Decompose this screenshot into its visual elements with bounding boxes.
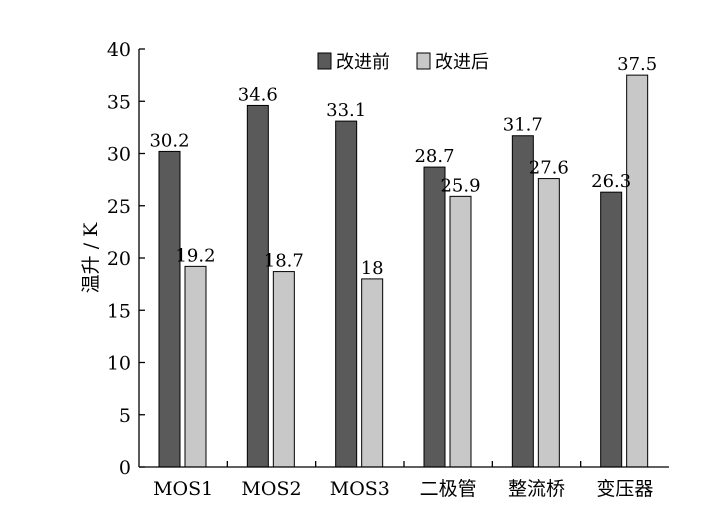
- bar-after-5: [626, 74, 649, 468]
- y-tick-label-0: 0: [119, 457, 131, 479]
- data-label-after-2: 18: [361, 258, 384, 279]
- bar-before-0: [158, 150, 181, 468]
- y-tick-label-1: 5: [119, 405, 131, 427]
- legend-swatch-before: [317, 52, 332, 70]
- bar-before-4: [511, 135, 534, 468]
- x-tick-label-1: MOS2: [241, 478, 301, 500]
- data-label-before-0: 30.2: [149, 130, 189, 151]
- y-tick-label-6: 30: [107, 144, 131, 166]
- bar-before-5: [600, 191, 623, 468]
- bar-before-2: [335, 120, 358, 468]
- x-tick-label-0: MOS1: [153, 478, 213, 500]
- y-tick-label-7: 35: [107, 91, 131, 113]
- y-tick-label-2: 10: [107, 353, 131, 375]
- data-label-before-5: 26.3: [591, 171, 631, 192]
- y-tick-label-5: 25: [107, 196, 131, 218]
- bars-layer: [158, 74, 649, 468]
- data-label-after-5: 37.5: [617, 54, 657, 75]
- bar-before-1: [246, 104, 269, 468]
- y-tick-label-4: 20: [107, 248, 131, 270]
- y-tick-label-8: 40: [107, 39, 131, 61]
- legend-swatch-after: [416, 52, 431, 70]
- data-label-before-2: 33.1: [326, 100, 366, 121]
- data-label-before-4: 31.7: [503, 115, 543, 136]
- bar-before-3: [423, 166, 446, 468]
- bar-after-4: [537, 178, 560, 468]
- bar-after-2: [361, 278, 384, 468]
- y-tick-label-3: 15: [107, 300, 131, 322]
- legend-label-after: 改进后: [435, 52, 489, 73]
- data-label-after-3: 25.9: [440, 175, 480, 196]
- data-label-after-0: 19.2: [175, 245, 215, 266]
- bar-after-3: [449, 195, 472, 468]
- legend-label-before: 改进前: [336, 52, 390, 73]
- x-tick-label-5: 变压器: [596, 478, 653, 500]
- data-label-after-1: 18.7: [264, 251, 304, 272]
- data-label-after-4: 27.6: [529, 158, 569, 179]
- data-label-before-3: 28.7: [414, 146, 454, 167]
- bar-after-0: [184, 265, 207, 468]
- axes-layer: MOS1 MOS2 MOS3 二极管 整流桥 变压器 0 5 10 15 20 25 30 35 40: [107, 39, 669, 500]
- x-tick-label-3: 二极管: [420, 478, 477, 500]
- bar-after-1: [272, 271, 295, 468]
- x-tick-label-4: 整流桥: [508, 478, 565, 500]
- legend: 改进前 改进后: [317, 52, 489, 73]
- data-label-before-1: 34.6: [238, 84, 278, 105]
- data-labels-layer: 30.2 19.2 34.6 18.7 33.1 18 28.7 25.9 31.7 27.6 26…: [149, 54, 657, 279]
- y-axis-title: 温升 / K: [80, 222, 102, 293]
- x-tick-label-2: MOS3: [330, 478, 390, 500]
